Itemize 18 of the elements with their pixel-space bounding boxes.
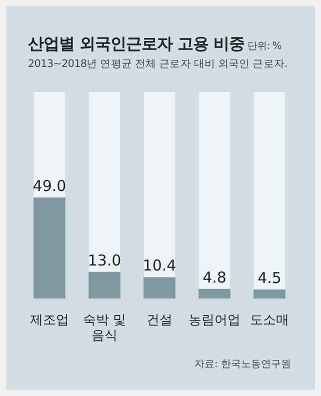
bar bbox=[144, 277, 176, 299]
text: 자료: 한국노동연구원 bbox=[194, 358, 291, 371]
x-tick-label: 건설 bbox=[146, 312, 172, 328]
data-label: 10.4 bbox=[142, 256, 176, 275]
data-label: 4.5 bbox=[258, 268, 282, 287]
chart-title: 산업별 외국인근로자 고용 비중 bbox=[28, 34, 245, 53]
x-tick-label: 도소매 bbox=[250, 312, 289, 328]
data-label: 4.8 bbox=[202, 268, 226, 286]
bar bbox=[198, 288, 230, 299]
text: 단위: % bbox=[248, 41, 282, 52]
data-label: 13.0 bbox=[88, 251, 122, 270]
chart-subtitle: 2013~2018년 연평균 전체 근로자 대비 외국인 근로자. bbox=[28, 57, 288, 71]
bar bbox=[254, 289, 286, 299]
x-tick-label: 농림어업 bbox=[188, 312, 240, 328]
bar bbox=[88, 272, 120, 299]
data-label: 49.0 bbox=[32, 176, 66, 195]
x-tick-label: 제조업 bbox=[30, 312, 69, 328]
x-tick-label: 숙박 및 음식 bbox=[82, 312, 126, 344]
